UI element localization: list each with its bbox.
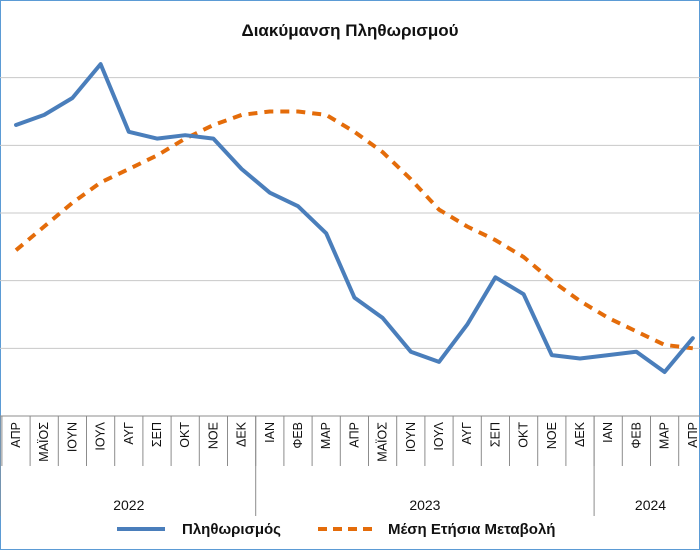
x-tick-label: ΣΕΠ	[150, 422, 164, 447]
series-line-average	[14, 109, 694, 351]
x-tick-label: ΙΑΝ	[601, 422, 615, 443]
x-tick-label: ΙΟΥΝ	[404, 422, 418, 452]
x-tick-label: ΑΠΡ	[347, 422, 361, 448]
x-tick-label: ΦΕΒ	[291, 422, 305, 449]
series-lines	[14, 62, 695, 374]
legend-label-inflation: Πληθωρισμός	[182, 521, 281, 538]
x-tick-label: ΝΟΕ	[206, 422, 220, 449]
x-axis: ΑΠΡ ΜΑΪΟΣ ΙΟΥΝ ΙΟΥΛ ΑΥΓ ΣΕΠ ΟΚΤ ΝΟΕ ΔΕΚ ΙΑΝ ΦΕΒ ΜΑΡ…	[0, 415, 700, 516]
x-tick-label: ΜΑΡ	[319, 422, 333, 449]
x-tick-label: ΑΥΓ	[122, 422, 136, 445]
chart-title: Διακύμανση Πληθωρισμού	[241, 21, 458, 40]
x-tick-label: ΜΑΪΟΣ	[37, 422, 51, 462]
x-tick-label: ΑΥΓ	[460, 422, 474, 445]
x-tick-label: ΜΑΡ	[658, 422, 672, 449]
year-label: 2022	[113, 497, 144, 513]
x-tick-label: ΑΠΡ	[686, 422, 700, 448]
x-tick-label: ΙΟΥΛ	[432, 421, 446, 450]
x-tick-label: ΟΚΤ	[178, 422, 192, 448]
year-label: 2024	[635, 497, 666, 513]
gridlines	[0, 77, 700, 349]
x-tick-label: ΦΕΒ	[629, 422, 643, 449]
x-tick-label: ΙΟΥΝ	[65, 422, 79, 452]
series-line-inflation	[14, 62, 695, 374]
x-tick-label: ΙΟΥΛ	[94, 421, 108, 450]
legend: Πληθωρισμός Μέση Ετήσια Μεταβολή	[117, 521, 555, 538]
legend-label-average: Μέση Ετήσια Μεταβολή	[388, 521, 555, 538]
x-tick-label: ΑΠΡ	[9, 422, 23, 448]
x-tick-label: ΣΕΠ	[488, 422, 502, 447]
x-tick-label: ΟΚΤ	[517, 422, 531, 448]
x-tick-label: ΔΕΚ	[235, 421, 249, 447]
x-tick-label: ΙΑΝ	[263, 422, 277, 443]
x-tick-label: ΜΑΪΟΣ	[376, 422, 390, 462]
x-tick-label: ΝΟΕ	[545, 422, 559, 449]
x-tick-label: ΔΕΚ	[573, 421, 587, 447]
year-label: 2023	[409, 497, 440, 513]
